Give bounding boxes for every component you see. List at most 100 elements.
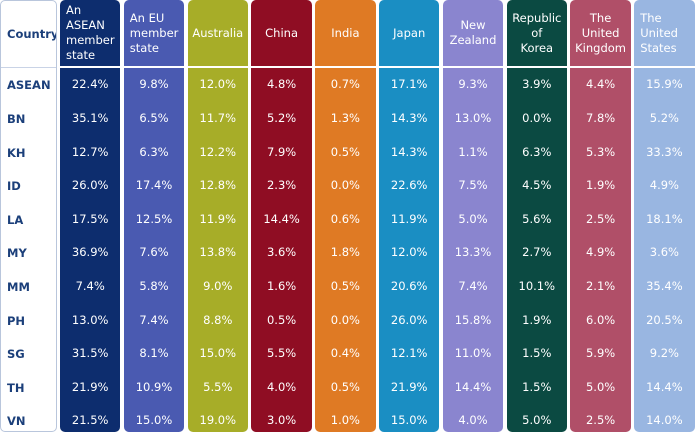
- header-divider: [442, 66, 504, 68]
- value-cell-ph-7: 1.9%: [522, 312, 552, 327]
- value-cell-id-4: 0.0%: [330, 178, 360, 193]
- value-cell-kh-8: 5.3%: [585, 144, 616, 159]
- column-3: China 4.8% 5.2% 7.9% 2.3% 14.4% 3.6% 1.6% 0.5% 5.…: [251, 0, 312, 432]
- value-cell-my-8: 4.9%: [585, 245, 616, 260]
- value-cell-sg-1: 8.1%: [139, 346, 169, 361]
- row-label-ph: PH: [7, 313, 26, 328]
- column-header-8: The United Kingdom: [575, 10, 627, 55]
- value-cell-th-5: 21.9%: [390, 379, 428, 394]
- value-cell-kh-1: 6.3%: [139, 144, 169, 159]
- value-cell-kh-2: 12.2%: [199, 144, 237, 159]
- value-cell-sg-2: 15.0%: [199, 346, 237, 361]
- row-label-th: TH: [7, 380, 25, 395]
- column-header-country: Country: [7, 26, 57, 41]
- value-cell-la-1: 12.5%: [135, 211, 173, 226]
- value-cell-asean-2: 12.0%: [199, 77, 237, 91]
- value-cell-th-1: 10.9%: [135, 379, 173, 394]
- value-cell-my-6: 13.3%: [454, 245, 492, 260]
- header-divider: [379, 66, 440, 68]
- value-cell-mm-5: 20.6%: [390, 279, 428, 293]
- value-cell-sg-5: 12.1%: [390, 346, 428, 361]
- value-cell-id-5: 22.6%: [390, 178, 428, 193]
- value-cell-th-4: 0.5%: [330, 379, 360, 394]
- column-6: New Zealand 9.3% 13.0% 1.1% 7.5% 5.0% 13.3% 7.4…: [442, 0, 504, 432]
- header-divider: [123, 66, 185, 68]
- column-5: Japan 17.1% 14.3% 14.3% 22.6% 11.9% 12.0% 20.6%…: [379, 0, 440, 432]
- header-divider: [251, 66, 312, 68]
- value-cell-mm-4: 0.5%: [330, 279, 360, 293]
- value-cell-vn-1: 15.0%: [135, 413, 173, 428]
- value-cell-bn-9: 5.2%: [649, 111, 679, 125]
- value-cell-mm-1: 5.8%: [139, 279, 169, 293]
- value-cell-bn-5: 14.3%: [390, 111, 428, 125]
- row-label-bn: BN: [7, 112, 26, 126]
- row-label-my: MY: [7, 246, 27, 261]
- value-cell-vn-9: 14.0%: [646, 413, 683, 428]
- value-cell-la-2: 11.9%: [199, 211, 237, 226]
- column-1: An EU member state 9.8% 6.5% 6.3% 17.4% 12.5%…: [123, 0, 185, 432]
- column-4: India 0.7% 1.3% 0.5% 0.0% 0.6% 1.8% 0.5% 0.0% 0.4…: [315, 0, 376, 432]
- column-header-9: The United States: [640, 10, 678, 55]
- value-cell-bn-3: 5.2%: [266, 111, 297, 125]
- column-9: The United States 15.9% 5.2% 33.3% 4.9% 18.1%…: [634, 0, 695, 432]
- value-cell-id-0: 26.0%: [71, 178, 109, 193]
- value-cell-my-3: 3.6%: [266, 245, 297, 260]
- value-cell-sg-9: 9.2%: [649, 346, 679, 361]
- header-divider: [187, 66, 248, 68]
- value-cell-asean-0: 22.4%: [71, 77, 109, 91]
- value-cell-vn-0: 21.5%: [71, 413, 109, 428]
- value-cell-bn-1: 6.5%: [139, 111, 169, 125]
- value-cell-asean-5: 17.1%: [390, 77, 428, 91]
- value-cell-sg-4: 0.4%: [330, 346, 360, 361]
- row-label-id: ID: [7, 179, 21, 194]
- value-cell-kh-7: 6.3%: [522, 144, 552, 159]
- value-cell-th-8: 5.0%: [585, 379, 616, 394]
- value-cell-bn-2: 11.7%: [199, 111, 237, 125]
- value-cell-vn-7: 5.0%: [522, 413, 552, 428]
- value-cell-asean-7: 3.9%: [522, 77, 552, 91]
- value-cell-kh-6: 1.1%: [458, 144, 488, 159]
- value-cell-ph-2: 8.8%: [203, 312, 233, 327]
- value-cell-my-4: 1.8%: [330, 245, 360, 260]
- value-cell-la-8: 2.5%: [585, 211, 616, 226]
- value-cell-kh-0: 12.7%: [71, 144, 109, 159]
- value-cell-sg-6: 11.0%: [454, 346, 492, 361]
- value-cell-th-0: 21.9%: [71, 379, 109, 394]
- row-label-kh: KH: [7, 145, 26, 160]
- column-0: An ASEAN member state 22.4% 35.1% 12.7% 26.0…: [60, 0, 121, 432]
- value-cell-la-0: 17.5%: [71, 211, 109, 226]
- column-header-0: An ASEAN member state: [66, 3, 115, 62]
- value-cell-la-6: 5.0%: [458, 211, 488, 226]
- value-cell-ph-5: 26.0%: [390, 312, 428, 327]
- value-cell-id-8: 1.9%: [585, 178, 616, 193]
- header-divider: [315, 66, 376, 68]
- value-cell-th-7: 1.5%: [522, 379, 552, 394]
- value-cell-ph-3: 0.5%: [266, 312, 297, 327]
- value-cell-id-3: 2.3%: [266, 178, 297, 193]
- value-cell-th-6: 14.4%: [454, 379, 492, 394]
- value-cell-la-4: 0.6%: [330, 211, 360, 226]
- value-cell-my-7: 2.7%: [522, 245, 552, 260]
- value-cell-ph-4: 0.0%: [330, 312, 360, 327]
- header-divider: [570, 66, 631, 68]
- value-cell-id-7: 4.5%: [522, 178, 552, 193]
- value-cell-th-9: 14.4%: [646, 379, 683, 394]
- value-cell-ph-6: 15.8%: [454, 312, 492, 327]
- value-cell-la-3: 14.4%: [263, 211, 300, 226]
- value-cell-my-5: 12.0%: [390, 245, 428, 260]
- row-label-asean: ASEAN: [7, 78, 51, 92]
- column-header-4: India: [331, 25, 360, 40]
- column-7: Republic of Korea 3.9% 0.0% 6.3% 4.5% 5.6% 2.7…: [506, 0, 567, 432]
- value-cell-my-2: 13.8%: [199, 245, 237, 260]
- value-cell-asean-4: 0.7%: [330, 77, 360, 91]
- value-cell-vn-4: 1.0%: [330, 413, 360, 428]
- value-cell-th-3: 4.0%: [266, 379, 297, 394]
- header-divider: [60, 66, 121, 68]
- value-cell-vn-2: 19.0%: [199, 413, 237, 428]
- value-cell-asean-6: 9.3%: [458, 77, 488, 91]
- row-label-mm: MM: [7, 280, 30, 294]
- column-country: Country ASEAN BN KH ID LA MY MM PH SG TH VN: [0, 0, 57, 432]
- value-cell-vn-3: 3.0%: [266, 413, 297, 428]
- value-cell-la-7: 5.6%: [522, 211, 552, 226]
